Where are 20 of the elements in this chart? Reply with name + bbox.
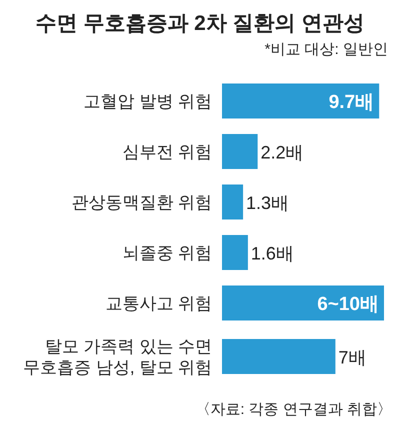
chart-subtitle: *비교 대상: 일반인 [264, 41, 388, 58]
bar [222, 184, 244, 220]
bar [222, 235, 248, 270]
data-label: 6~10배 [317, 294, 379, 315]
data-label: 2.2배 [260, 142, 304, 162]
data-label: 7배 [338, 348, 366, 368]
bar [222, 134, 258, 169]
y-tick-label: 심부전 위험 [122, 142, 212, 162]
chart-title: 수면 무호흡증과 2차 질환의 연관성 [35, 12, 365, 35]
y-tick-label: 고혈압 발병 위험 [84, 92, 212, 111]
bar [222, 84, 380, 118]
data-label: 9.7배 [328, 92, 374, 113]
data-label: 1.3배 [246, 193, 290, 213]
y-tick-label: 탈모 가족력 있는 수면 무호흡증 남성, 탈모 위험 [23, 337, 212, 377]
text: 〈자료: 각종 연구결과 취합〉 [195, 401, 392, 418]
bar [222, 286, 384, 320]
y-tick-label: 교통사고 위험 [105, 294, 212, 313]
y-tick-label: 뇌졸중 위험 [122, 244, 212, 262]
y-tick-label: 관상동맥질환 위험 [71, 193, 212, 212]
data-label: 1.6배 [250, 244, 294, 264]
